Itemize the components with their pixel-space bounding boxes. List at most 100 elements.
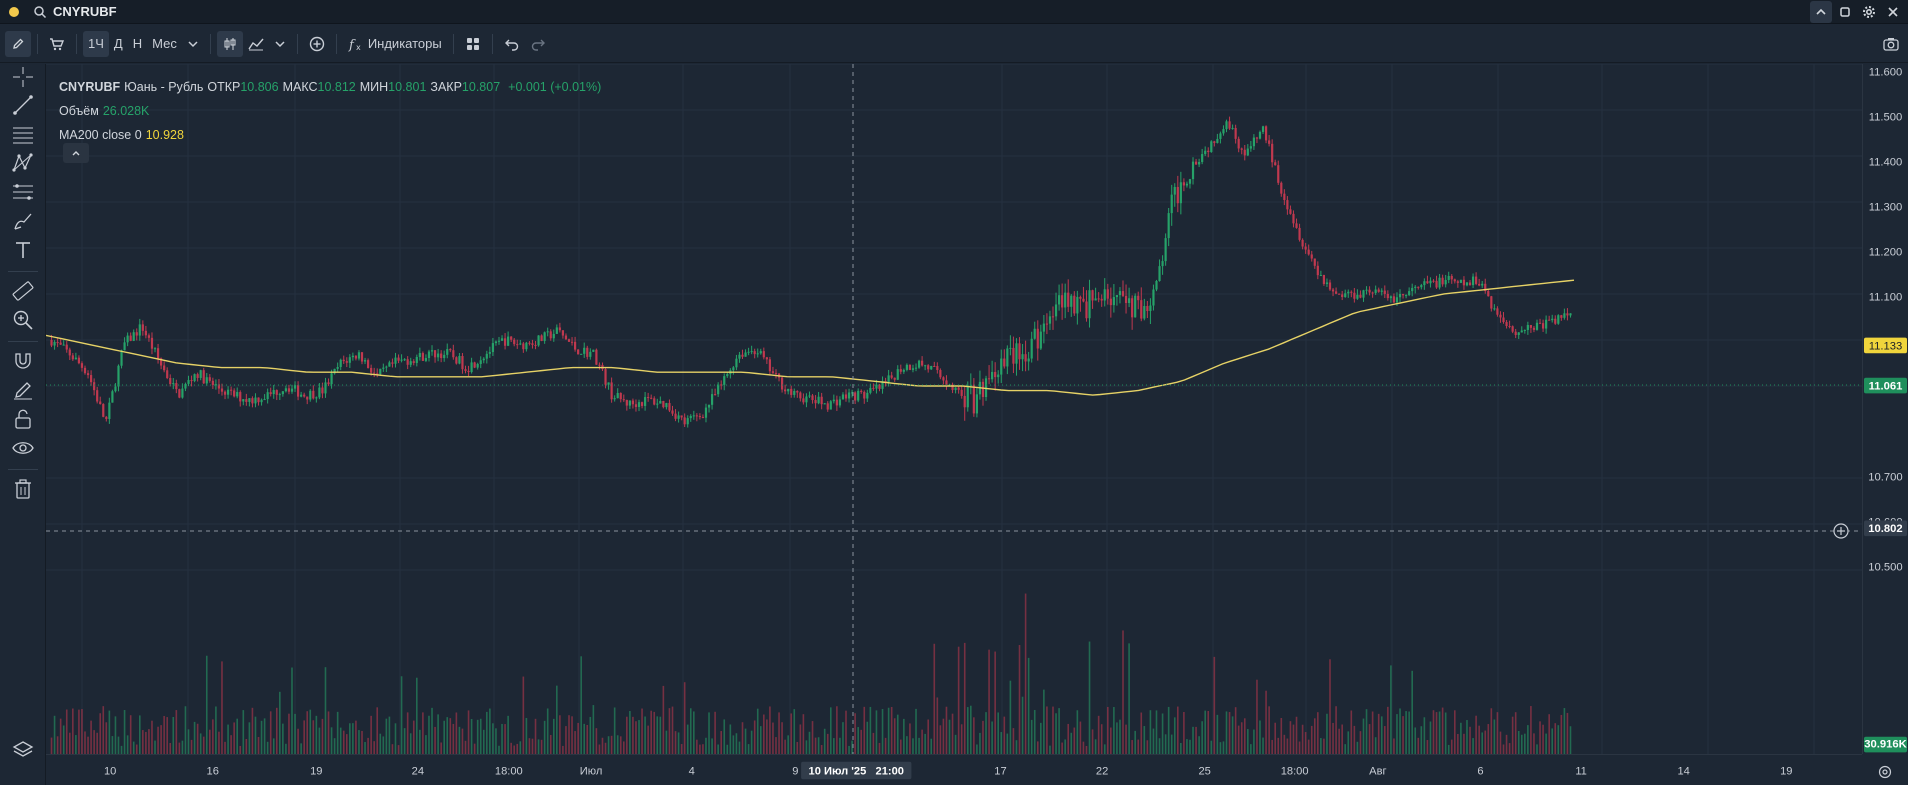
collapse-legend-button[interactable] <box>63 143 89 163</box>
volume-bar <box>1429 721 1432 754</box>
ticker-title[interactable]: CNYRUBF <box>53 4 117 19</box>
timeframe-dropdown[interactable] <box>182 31 204 57</box>
hide-drawings-tool[interactable] <box>11 436 35 460</box>
volume-bar <box>221 661 223 754</box>
volume-bar <box>492 723 494 754</box>
candle-body <box>1115 295 1119 298</box>
candle-body <box>239 392 242 402</box>
volume-bar <box>638 720 640 754</box>
candle-body <box>1414 286 1417 288</box>
trend-line-tool[interactable] <box>11 93 35 117</box>
zoom-tool[interactable] <box>11 308 35 332</box>
pattern-tool[interactable] <box>11 151 35 175</box>
timeframe-1h[interactable]: 1Ч <box>83 30 109 57</box>
text-tool[interactable] <box>11 238 35 262</box>
screenshot-button[interactable] <box>1878 31 1904 57</box>
volume-bar <box>215 706 217 754</box>
volume-bar <box>568 715 570 754</box>
volume-bar <box>610 735 613 754</box>
candle-body <box>1514 331 1517 335</box>
compare-button[interactable] <box>304 31 330 57</box>
timeframe-month[interactable]: Мес <box>152 36 177 51</box>
candle-body <box>1420 285 1423 288</box>
crosshair-price-badge: 10.802 <box>1863 520 1908 537</box>
redo-button[interactable] <box>525 31 551 57</box>
volume-bar <box>355 720 357 754</box>
candle-body <box>723 376 726 385</box>
chart-settings-button[interactable] <box>1872 762 1898 782</box>
candle-body <box>318 387 321 398</box>
candle-body <box>1511 326 1514 332</box>
candle-body <box>1417 286 1420 288</box>
candles-chart-type-button[interactable] <box>216 30 243 57</box>
volume-bar <box>939 725 942 754</box>
object-tree-tool[interactable] <box>11 738 35 762</box>
chart-legend: CNYRUBF Юань - Рубль ОТКР 10.806 МАКС 10.8… <box>59 75 601 147</box>
candle-body <box>163 365 166 371</box>
candle-body <box>129 335 132 341</box>
candle-body <box>507 336 510 346</box>
volume-bar <box>1460 722 1462 754</box>
undo-button[interactable] <box>499 31 525 57</box>
volume-bar <box>787 735 789 754</box>
time-tick-label: 18:00 <box>495 765 523 777</box>
trade-button[interactable] <box>44 31 70 57</box>
candle-body <box>312 390 315 399</box>
timeframe-week[interactable]: Н <box>132 36 143 51</box>
volume-bar <box>954 734 957 754</box>
ruler-tool[interactable] <box>11 279 35 303</box>
search-icon[interactable] <box>33 5 47 19</box>
ma-row[interactable]: MA200 close 0 10.928 <box>59 123 601 147</box>
volume-bar <box>1408 711 1410 754</box>
chart-type-dropdown[interactable] <box>269 31 291 57</box>
volume-bar <box>1450 739 1453 754</box>
volume-bar <box>1560 714 1563 754</box>
candle-body <box>150 337 154 349</box>
candle-body <box>866 392 869 399</box>
candle-body <box>1289 209 1292 214</box>
plus-circle-icon <box>309 36 325 51</box>
volume-row[interactable]: Объём 26.028K <box>59 99 601 123</box>
horizontal-lines-tool[interactable] <box>11 122 35 146</box>
collapse-panel-button[interactable] <box>1810 1 1832 23</box>
timeframe-day[interactable]: Д <box>113 36 123 51</box>
volume-bar <box>1198 736 1200 754</box>
delete-drawings-tool[interactable] <box>11 477 35 501</box>
price-axis[interactable]: 11.600 11.500 11.400 11.300 11.200 11.100 11.0… <box>1862 64 1908 754</box>
volume-bar <box>239 745 242 754</box>
volume-bar <box>379 733 382 754</box>
volume-bar <box>105 722 108 754</box>
brush-tool[interactable] <box>11 209 35 233</box>
keep-drawing-tool[interactable] <box>11 378 35 402</box>
time-axis[interactable]: 10 16 19 24 18:00 Июл 4 9 17 22 25 18:00 Авг 6 11 14 19 … <box>46 754 1862 785</box>
fibonacci-tool[interactable] <box>11 180 35 204</box>
candle-body <box>196 374 199 378</box>
candle-body <box>1249 146 1252 149</box>
volume-bar <box>988 649 990 754</box>
candle-body <box>1204 150 1207 155</box>
candle-body <box>1334 291 1338 294</box>
crosshair-add-button[interactable] <box>1833 523 1849 539</box>
candle-body <box>1529 325 1533 328</box>
volume-bar <box>936 697 939 754</box>
candle-body <box>409 361 412 365</box>
magnet-tool[interactable] <box>11 349 35 373</box>
volume-bar <box>1067 723 1070 754</box>
lock-drawings-tool[interactable] <box>11 407 35 431</box>
close-button[interactable] <box>1882 1 1904 23</box>
candle-body <box>1067 292 1070 307</box>
candle-body <box>927 365 930 370</box>
area-chart-type-button[interactable] <box>243 31 269 57</box>
layouts-button[interactable] <box>460 31 486 57</box>
candle-body <box>1097 298 1100 300</box>
candle-body <box>485 353 488 359</box>
window-button[interactable] <box>1834 1 1856 23</box>
candle-body <box>872 387 875 389</box>
price-chart[interactable] <box>46 64 1862 754</box>
settings-button[interactable] <box>1858 1 1880 23</box>
crosshair-icon <box>13 67 33 87</box>
candle-body <box>187 380 190 384</box>
draw-mode-button[interactable] <box>5 30 31 57</box>
crosshair-tool[interactable] <box>11 65 35 89</box>
